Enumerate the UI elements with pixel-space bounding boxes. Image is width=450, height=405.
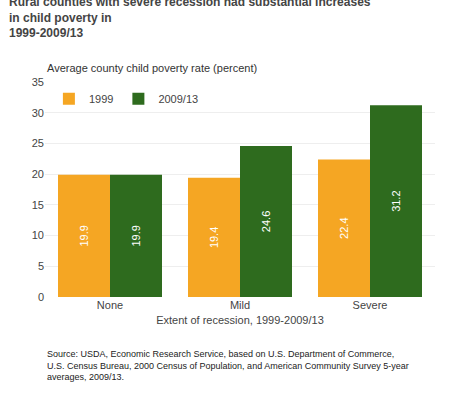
- svg-text:Severe: Severe: [353, 299, 388, 311]
- svg-text:31.2: 31.2: [390, 190, 402, 211]
- svg-text:24.6: 24.6: [260, 211, 272, 232]
- svg-text:19.9: 19.9: [130, 225, 142, 246]
- svg-text:35: 35: [32, 76, 44, 88]
- svg-text:20: 20: [32, 168, 44, 180]
- svg-text:Extent of recession, 1999-2009: Extent of recession, 1999-2009/13: [156, 314, 324, 326]
- svg-text:19.4: 19.4: [208, 227, 220, 248]
- svg-text:1999: 1999: [89, 93, 113, 105]
- svg-text:Mild: Mild: [230, 299, 250, 311]
- svg-text:15: 15: [32, 199, 44, 211]
- svg-text:25: 25: [32, 137, 44, 149]
- svg-text:None: None: [97, 299, 123, 311]
- svg-text:Rural counties with severe rec: Rural counties with severe recession had…: [9, 0, 371, 40]
- svg-text:22.4: 22.4: [338, 217, 350, 238]
- svg-text:30: 30: [32, 107, 44, 119]
- svg-text:Average county child poverty r: Average county child poverty rate (perce…: [47, 62, 257, 74]
- svg-text:10: 10: [32, 229, 44, 241]
- svg-text:2009/13: 2009/13: [158, 93, 198, 105]
- svg-text:5: 5: [38, 260, 44, 272]
- svg-text:19.9: 19.9: [78, 225, 90, 246]
- svg-text:Source: USDA, Economic Researc: Source: USDA, Economic Research Service,…: [47, 349, 409, 382]
- svg-text:0: 0: [38, 291, 44, 303]
